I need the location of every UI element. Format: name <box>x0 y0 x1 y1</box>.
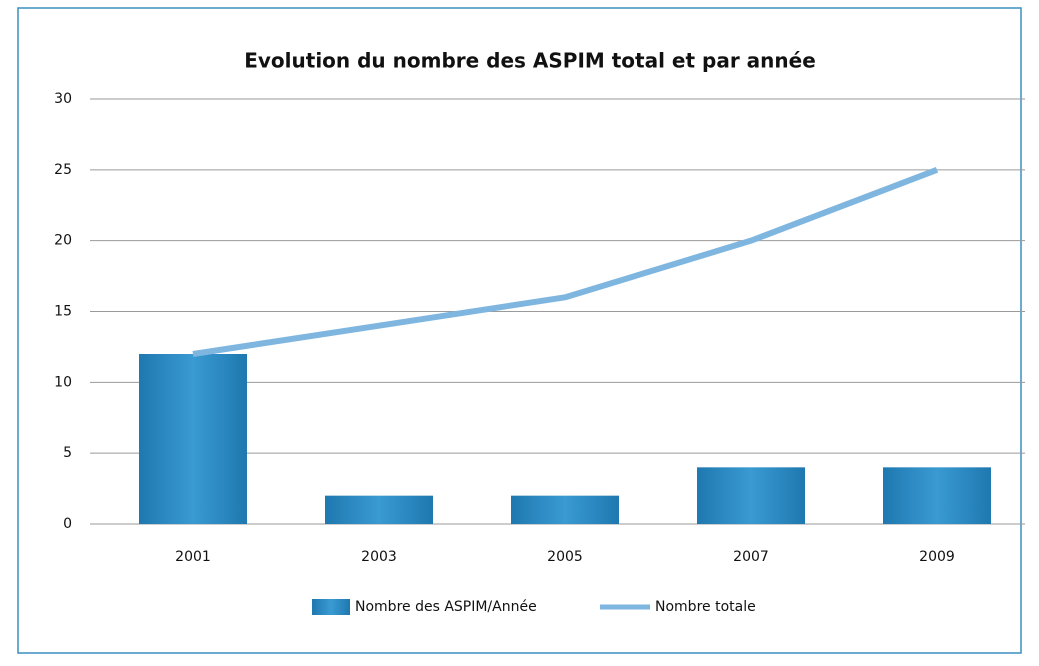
legend-label: Nombre des ASPIM/Année <box>355 599 537 615</box>
x-tick-label: 2001 <box>175 549 211 565</box>
frame <box>17 7 1022 654</box>
y-tick-label: 10 <box>54 374 72 390</box>
x-tick-label: 2003 <box>361 549 397 565</box>
y-tick-label: 20 <box>54 233 72 249</box>
x-tick-label: 2007 <box>733 549 769 565</box>
x-tick-label: 2009 <box>919 549 955 565</box>
y-tick-label: 15 <box>54 304 72 320</box>
chart-title: Evolution du nombre des ASPIM total et p… <box>244 49 816 73</box>
x-tick-label: 2005 <box>547 549 583 565</box>
y-tick-label: 25 <box>54 162 72 178</box>
y-tick-label: 30 <box>54 91 72 107</box>
legend-label: Nombre totale <box>655 599 756 615</box>
legend-swatch <box>312 599 350 615</box>
bar <box>697 467 805 524</box>
bar <box>511 495 619 524</box>
bar <box>139 354 247 524</box>
bar <box>883 467 991 524</box>
y-tick-label: 0 <box>63 516 72 532</box>
bar <box>325 495 433 524</box>
y-tick-label: 5 <box>63 445 72 461</box>
line <box>192 167 939 357</box>
